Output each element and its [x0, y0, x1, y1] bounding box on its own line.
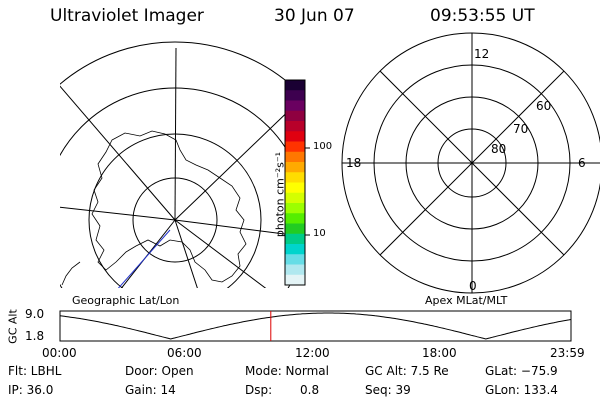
peninsula — [61, 261, 81, 286]
mlat-label-70: 70 — [513, 122, 529, 136]
colorbar-segment — [285, 203, 305, 214]
mlat-label-80: 80 — [491, 142, 507, 156]
colorbar-segment — [285, 192, 305, 204]
gc-alt-info: GC Alt: 7.5 Re — [365, 364, 449, 378]
colorbar-segment — [285, 100, 305, 112]
date-label: 30 Jun 07 — [274, 6, 355, 26]
colorbar-tick-100: 100 — [313, 141, 333, 152]
orbit-x-tick-1800: 18:00 — [422, 346, 457, 360]
orbit-y-tick-low: 1.8 — [25, 329, 45, 343]
orbit-plot — [59, 310, 572, 342]
mlt-label-0: 0 — [469, 279, 477, 293]
longitude-lines — [60, 47, 300, 288]
colorbar-segment — [285, 131, 305, 143]
colorbar-segment — [285, 80, 305, 91]
time-label: 09:53:55 UT — [430, 6, 535, 26]
orbit-x-tick-2359: 23:59 — [550, 346, 585, 360]
orbit-y-axis-label: GC Alt — [6, 309, 20, 344]
colorbar-segments — [285, 80, 305, 286]
left-panel-label: Geographic Lat/Lon — [72, 294, 180, 307]
colorbar-segment — [285, 182, 305, 194]
geographic-map — [60, 41, 300, 288]
filter-info: Flt: LBHL — [8, 364, 62, 378]
colorbar-tick-10: 10 — [313, 228, 326, 239]
colorbar-segment — [285, 90, 305, 102]
dsp-value: 0.8 — [300, 383, 320, 397]
coastline — [91, 130, 247, 283]
orbit-x-tick-1200: 12:00 — [295, 346, 330, 360]
colorbar-segment — [285, 254, 305, 266]
colorbar-segment — [285, 274, 305, 286]
colorbar-segment — [285, 121, 305, 132]
colorbar-segment — [285, 244, 305, 255]
colorbar-unit-label: photon cm⁻²s⁻¹ — [273, 151, 287, 238]
colorbar-segment — [285, 151, 305, 163]
colorbar-segment — [285, 141, 305, 153]
orbit-track — [117, 229, 171, 288]
right-panel-label: Apex MLat/MLT — [425, 294, 508, 307]
altitude-curve — [59, 312, 572, 340]
orbit-x-tick-0000: 00:00 — [42, 346, 77, 360]
instrument-title: Ultraviolet Imager — [50, 6, 204, 26]
seq-info: Seq: 39 — [365, 383, 411, 397]
colorbar-segment — [285, 213, 305, 225]
mlt-label-12: 12 — [474, 47, 490, 61]
orbit-x-tick-0600: 06:00 — [167, 346, 202, 360]
colorbar — [284, 79, 310, 286]
mlt-label-18: 18 — [346, 156, 362, 170]
door-info: Door: Open — [125, 364, 194, 378]
colorbar-segment — [285, 233, 305, 245]
mlt-label-6: 6 — [578, 156, 586, 170]
colorbar-segment — [285, 162, 305, 173]
glon-info: GLon: 133.4 — [485, 383, 558, 397]
colorbar-segment — [285, 110, 305, 122]
glat-info: GLat: −75.9 — [485, 364, 558, 378]
gain-info: Gain: 14 — [125, 383, 176, 397]
colorbar-segment — [285, 264, 305, 276]
colorbar-segment — [285, 223, 305, 235]
mode-info: Mode: Normal — [245, 364, 329, 378]
ip-info: IP: 36.0 — [8, 383, 54, 397]
mlat-label-60: 60 — [536, 99, 552, 113]
dsp-label: Dsp: — [245, 383, 273, 397]
colorbar-segment — [285, 172, 305, 184]
magnetic-grid — [341, 32, 600, 294]
orbit-y-tick-high: 9.0 — [25, 307, 45, 321]
